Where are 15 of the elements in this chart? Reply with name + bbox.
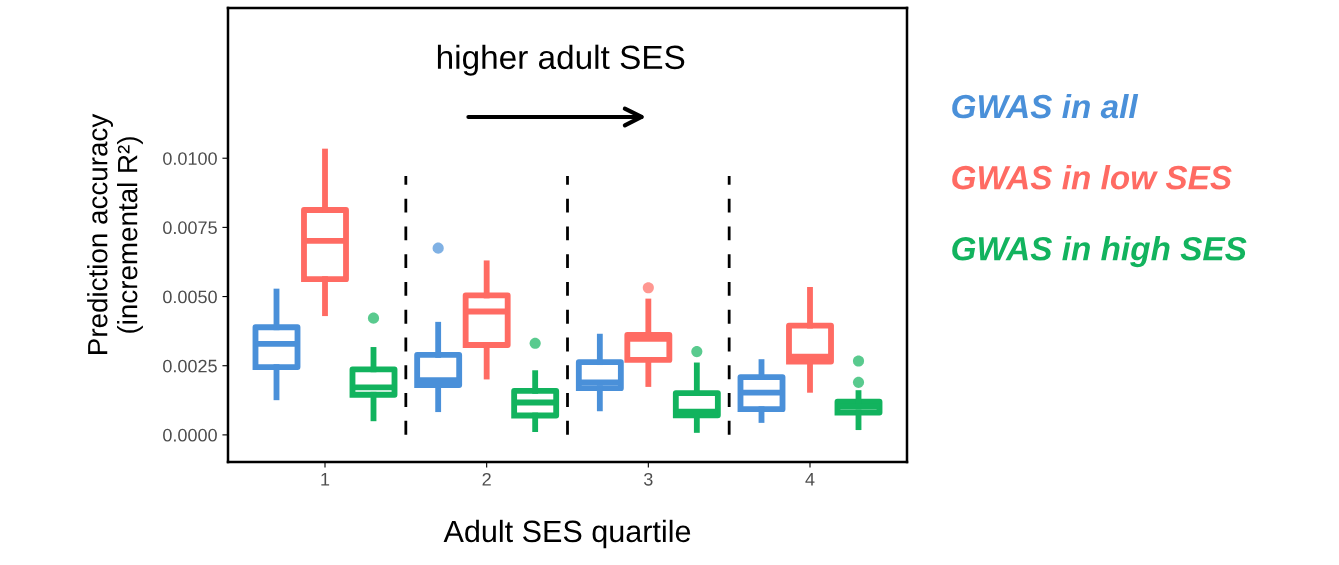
text: GWAS in low SES xyxy=(952,164,1232,190)
text: GWAS in high SES xyxy=(952,236,1247,268)
y-tick-label: 0.0050 xyxy=(163,290,217,304)
x-tick-label: 4 xyxy=(805,473,815,486)
y-tick-label: 0.0100 xyxy=(163,152,217,165)
y-axis-title: Prediction accuracy (incremental R²) xyxy=(87,113,143,354)
y-tick-label: 0.0000 xyxy=(163,428,217,442)
text: GWAS in all xyxy=(952,93,1139,119)
annotation: higher adult SES xyxy=(437,44,685,76)
x-tick-label: 1 xyxy=(321,473,330,486)
y-tick-label: 0.0075 xyxy=(163,221,217,235)
x-axis-title: Adult SES quartile xyxy=(443,519,691,549)
y-tick-label: 0.0025 xyxy=(163,359,217,373)
x-tick-label: 2 xyxy=(482,472,491,486)
x-tick-label: 3 xyxy=(644,472,653,486)
